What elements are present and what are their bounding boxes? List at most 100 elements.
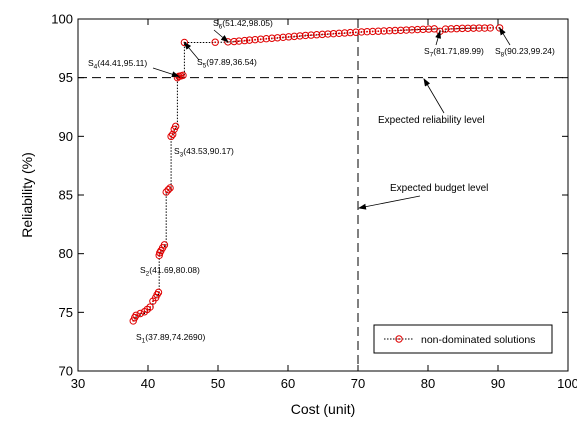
data-point-ring: [402, 26, 410, 34]
y-tick-label: 80: [59, 246, 73, 261]
data-point-ring: [324, 30, 332, 38]
data-point-center: [366, 30, 368, 33]
data-point-ring: [230, 37, 238, 46]
x-tick-label: 100: [557, 376, 577, 391]
y-tick-label: 100: [51, 12, 73, 27]
data-point: [453, 24, 461, 33]
data-point: [374, 27, 382, 35]
annotation-arrow: [152, 67, 180, 78]
data-point-center: [489, 27, 492, 29]
y-tick-label: 90: [59, 129, 73, 144]
data-point-center: [287, 35, 290, 38]
data-point-ring: [296, 32, 304, 40]
data-point: [425, 25, 433, 33]
data-point-center: [349, 31, 352, 34]
data-point-ring: [279, 33, 287, 42]
data-point-center: [399, 29, 402, 32]
data-point-ring: [162, 188, 170, 196]
data-point: [475, 24, 483, 32]
data-point-center: [282, 36, 284, 39]
data-points: [129, 24, 504, 325]
data-point: [160, 241, 169, 249]
data-point: [146, 303, 154, 311]
data-point-ring: [419, 25, 427, 34]
data-point-center: [182, 74, 184, 77]
solution-annotation: S6(51.42,98.05): [213, 18, 273, 31]
data-point-center: [299, 34, 301, 37]
annotation-arrow: [183, 41, 200, 61]
annotation-coords: (43.53,90.17): [183, 146, 234, 156]
data-point: [324, 30, 332, 38]
data-point-center: [243, 39, 246, 42]
data-point-center: [383, 30, 385, 32]
data-point-center: [411, 28, 413, 31]
x-tick-label: 70: [351, 376, 365, 391]
annotation-index: 1: [142, 338, 146, 345]
x-tick-label: 40: [141, 376, 155, 391]
data-point-center: [304, 34, 307, 37]
y-tick-label: 85: [59, 188, 73, 203]
annotation-index: 7: [430, 52, 434, 59]
data-point-center: [461, 27, 464, 30]
data-point: [464, 24, 472, 32]
data-point-center: [157, 291, 160, 294]
data-point: [346, 28, 354, 37]
data-point: [397, 26, 405, 34]
data-point-center: [315, 33, 318, 36]
annotation-letter: S: [424, 46, 430, 56]
data-point-ring: [447, 25, 455, 33]
reliability-reference-label: Expected reliability level: [378, 115, 485, 126]
data-point-center: [293, 35, 296, 38]
data-point-center: [483, 27, 486, 29]
data-point-center: [238, 40, 240, 42]
data-point: [166, 184, 174, 192]
data-point-ring: [425, 25, 433, 33]
data-point-ring: [363, 27, 371, 36]
data-point: [380, 27, 388, 35]
data-point-center: [405, 29, 408, 31]
data-point: [279, 33, 287, 42]
data-point: [169, 130, 177, 139]
data-point-ring: [313, 31, 321, 39]
data-point-center: [327, 33, 329, 35]
data-point-center: [271, 37, 273, 40]
data-point-center: [478, 27, 480, 29]
data-point-center: [171, 133, 174, 136]
x-tick-label: 90: [491, 376, 505, 391]
data-point: [357, 28, 366, 36]
data-point-ring: [486, 24, 494, 32]
solution-annotation: S8(90.23,99.24): [495, 46, 555, 59]
data-point: [495, 24, 504, 32]
data-point-center: [259, 38, 262, 41]
data-point-ring: [469, 24, 478, 32]
data-point: [230, 37, 238, 46]
data-point-center: [427, 28, 430, 30]
data-point-center: [433, 27, 436, 30]
data-point-ring: [380, 27, 388, 35]
data-point-ring: [251, 35, 259, 44]
data-point: [318, 30, 326, 39]
data-point-ring: [475, 24, 483, 32]
series-dotted-line: [133, 27, 500, 322]
data-point-center: [388, 29, 391, 32]
y-axis-label: Reliability (%): [19, 152, 35, 238]
data-point: [251, 35, 259, 44]
data-point: [268, 34, 276, 42]
data-point: [273, 34, 282, 42]
data-point: [458, 24, 466, 33]
data-point: [391, 26, 399, 35]
x-tick-label: 80: [421, 376, 435, 391]
annotation-index: 8: [501, 52, 505, 59]
data-point-center: [371, 30, 374, 33]
data-point-center: [152, 300, 154, 303]
reliability-reference-arrow: [423, 78, 445, 114]
y-tick-label: 70: [59, 364, 73, 379]
series-path: [133, 27, 500, 322]
legend-marker: [395, 335, 403, 343]
legend-label: non-dominated solutions: [421, 334, 535, 346]
data-point-center: [472, 27, 475, 30]
data-point-center: [180, 75, 182, 77]
plot-frame: [77, 18, 569, 372]
data-point-center: [416, 28, 419, 31]
